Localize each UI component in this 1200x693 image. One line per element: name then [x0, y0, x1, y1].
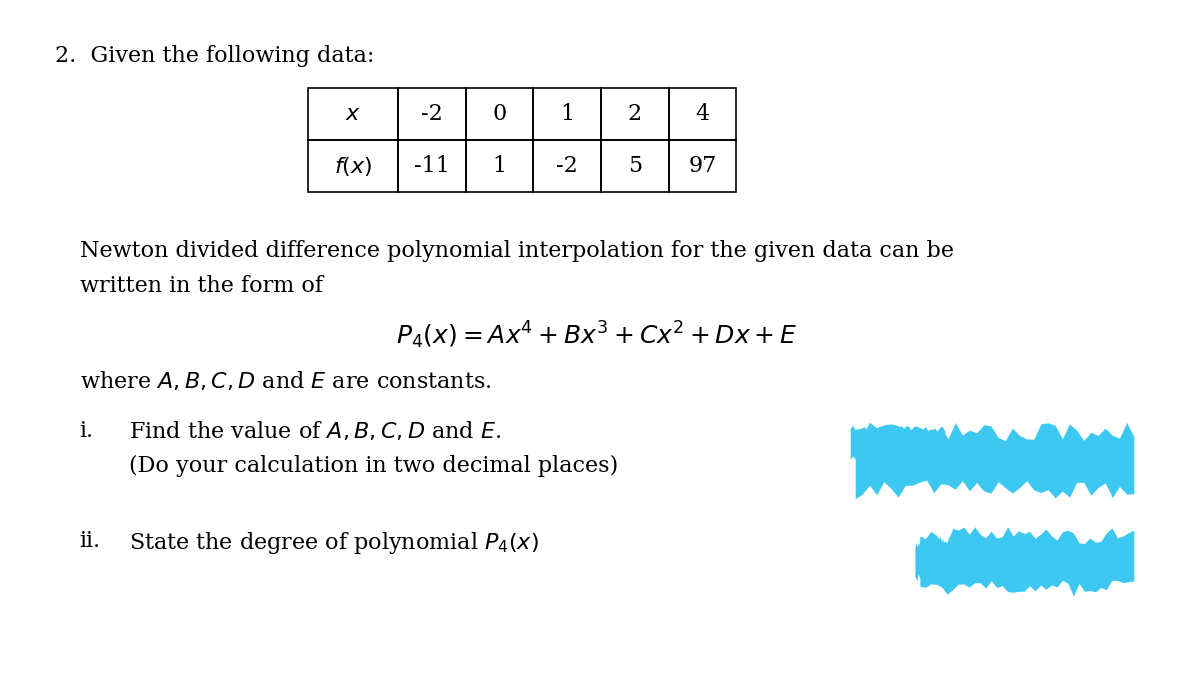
Text: $f(x)$: $f(x)$: [334, 155, 372, 177]
Polygon shape: [916, 536, 955, 583]
Text: 5: 5: [628, 155, 642, 177]
Bar: [466, 88, 533, 140]
Bar: [398, 88, 466, 140]
Polygon shape: [851, 426, 946, 461]
Text: -2: -2: [557, 155, 578, 177]
Text: i.: i.: [79, 420, 94, 442]
Text: State the degree of polynomial $P_4(x)$: State the degree of polynomial $P_4(x)$: [130, 530, 539, 556]
Bar: [466, 140, 533, 192]
Bar: [601, 88, 668, 140]
Bar: [668, 140, 737, 192]
Text: 97: 97: [689, 155, 716, 177]
Bar: [308, 88, 398, 140]
Text: ii.: ii.: [79, 530, 101, 552]
Text: -11: -11: [414, 155, 450, 177]
Bar: [668, 88, 737, 140]
Text: written in the form of: written in the form of: [79, 275, 323, 297]
Text: 0: 0: [492, 103, 506, 125]
Bar: [533, 88, 601, 140]
Bar: [601, 140, 668, 192]
Text: $x$: $x$: [346, 103, 361, 125]
Bar: [308, 140, 398, 192]
Text: Newton divided difference polynomial interpolation for the given data can be: Newton divided difference polynomial int…: [79, 240, 954, 262]
Text: 1: 1: [492, 155, 506, 177]
Text: Find the value of $A, B, C, D$ and $E$.: Find the value of $A, B, C, D$ and $E$.: [130, 420, 502, 443]
Text: (Do your calculation in two decimal places): (Do your calculation in two decimal plac…: [130, 455, 619, 477]
Text: 4: 4: [696, 103, 709, 125]
Text: 2.  Given the following data:: 2. Given the following data:: [55, 45, 374, 67]
Polygon shape: [920, 527, 1134, 597]
Text: $P_4(x) = Ax^4 + Bx^3 + Cx^2 + Dx + E$: $P_4(x) = Ax^4 + Bx^3 + Cx^2 + Dx + E$: [396, 319, 798, 351]
Text: -2: -2: [421, 103, 443, 125]
Text: 1: 1: [560, 103, 575, 125]
Polygon shape: [856, 423, 1134, 499]
Bar: [533, 140, 601, 192]
Text: 2: 2: [628, 103, 642, 125]
Text: where $A, B, C, D$ and $E$ are constants.: where $A, B, C, D$ and $E$ are constants…: [79, 370, 491, 393]
Bar: [398, 140, 466, 192]
